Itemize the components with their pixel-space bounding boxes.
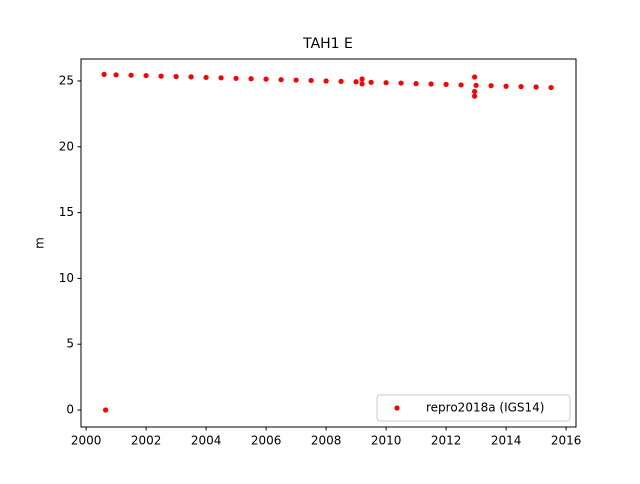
point — [458, 82, 464, 88]
x-tick-label: 2012 — [431, 434, 462, 448]
chart-title: TAH1 E — [302, 36, 353, 52]
y-tick-label: 0 — [66, 403, 74, 417]
point — [263, 76, 269, 82]
point — [128, 72, 134, 78]
point — [398, 80, 404, 86]
point — [353, 79, 359, 85]
y-tick-label: 20 — [59, 139, 74, 153]
point — [248, 76, 254, 82]
point — [101, 71, 107, 77]
point — [203, 74, 209, 81]
point — [143, 72, 149, 79]
point — [293, 77, 299, 83]
point — [472, 88, 478, 95]
plot-frame — [80, 58, 577, 428]
y-tick-label: 10 — [59, 271, 74, 285]
point — [518, 84, 524, 90]
point — [488, 83, 494, 89]
point — [473, 82, 479, 88]
point — [472, 74, 478, 80]
point — [158, 73, 164, 79]
point — [233, 75, 239, 81]
legend-box — [376, 394, 571, 422]
point — [113, 72, 119, 78]
point — [323, 78, 329, 84]
point — [359, 76, 365, 82]
point — [383, 80, 389, 86]
point — [218, 75, 224, 81]
point — [472, 93, 478, 99]
y-tick-label: 15 — [59, 205, 74, 219]
y-tick-label: 25 — [59, 73, 74, 87]
point — [533, 84, 539, 90]
x-tick-label: 2000 — [71, 434, 102, 448]
y-axis-label: m — [33, 237, 47, 249]
point — [413, 81, 419, 87]
legend-marker — [394, 405, 400, 411]
point — [548, 84, 554, 91]
point — [443, 81, 449, 88]
x-tick-label: 2010 — [371, 434, 402, 448]
point — [428, 81, 434, 87]
y-tick-label: 5 — [66, 337, 74, 351]
point — [503, 83, 509, 89]
point — [103, 407, 109, 413]
point — [188, 74, 194, 80]
x-tick-label: 2014 — [491, 434, 522, 448]
x-tick-label: 2008 — [311, 434, 342, 448]
x-tick-label: 2004 — [191, 434, 222, 448]
point — [338, 78, 344, 84]
point — [359, 81, 365, 87]
x-tick-label: 2002 — [131, 434, 162, 448]
point — [308, 77, 314, 84]
point — [278, 77, 284, 83]
x-tick-label: 2006 — [251, 434, 282, 448]
legend-label: repro2018a (IGS14) — [426, 401, 544, 415]
point — [173, 73, 179, 80]
x-tick-label: 2016 — [551, 434, 582, 448]
point — [368, 79, 374, 85]
